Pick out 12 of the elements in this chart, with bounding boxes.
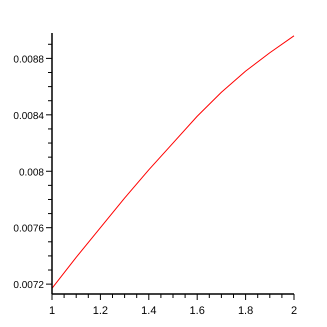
x-tick-label: 1.2 — [92, 305, 108, 317]
x-tick-label: 1.8 — [238, 305, 254, 317]
line-series — [52, 35, 294, 289]
x-tick-label: 1 — [48, 305, 56, 317]
y-tick-label: 0.0084 — [13, 110, 44, 122]
y-tick-label: 0.0088 — [13, 54, 44, 66]
x-tick-label: 2 — [290, 305, 298, 317]
y-tick-label: 0.0076 — [13, 224, 44, 235]
x-tick-label: 1.6 — [190, 305, 205, 317]
x-tick-label: 1.4 — [141, 305, 156, 317]
y-tick-label: 0.0072 — [13, 280, 44, 292]
y-tick-label: 0.008 — [18, 167, 44, 178]
